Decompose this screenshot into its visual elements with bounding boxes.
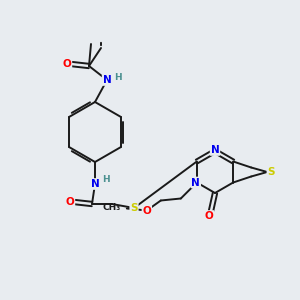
Text: CH₃: CH₃ bbox=[103, 203, 121, 212]
Text: S: S bbox=[130, 203, 138, 213]
Text: O: O bbox=[142, 206, 151, 215]
Text: N: N bbox=[191, 178, 200, 188]
Text: O: O bbox=[63, 59, 71, 69]
Text: N: N bbox=[211, 145, 219, 155]
Text: S: S bbox=[267, 167, 275, 177]
Text: H: H bbox=[114, 74, 122, 82]
Text: O: O bbox=[205, 211, 213, 221]
Text: O: O bbox=[66, 197, 74, 207]
Text: H: H bbox=[102, 176, 110, 184]
Text: N: N bbox=[103, 75, 111, 85]
Text: N: N bbox=[91, 179, 99, 189]
